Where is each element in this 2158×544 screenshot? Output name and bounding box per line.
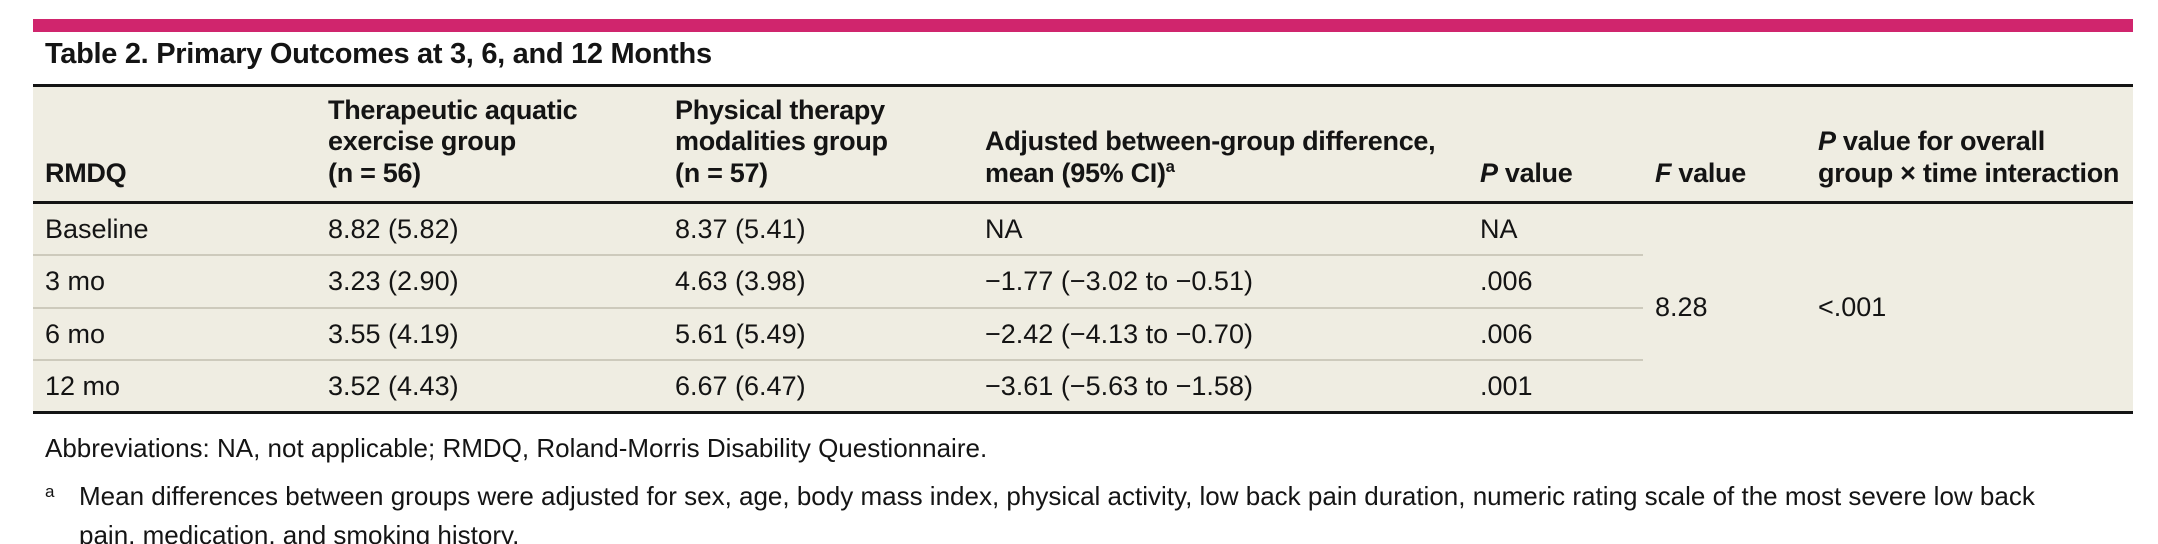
row-label: 3 mo — [33, 255, 316, 309]
cell-baseline-p-value: NA — [1468, 202, 1643, 257]
row-label: Baseline — [33, 202, 316, 257]
row-label: 6 mo — [33, 307, 316, 362]
col-header-line: (n = 56) — [328, 157, 421, 188]
cell-6mo-difference: −2.42 (−4.13 to −0.70) — [973, 307, 1468, 362]
table-container: Table 2. Primary Outcomes at 3, 6, and 1… — [33, 0, 2133, 544]
cell-6mo-aquatic: 3.55 (4.19) — [316, 307, 663, 362]
cell-f-value: 8.28 — [1655, 292, 1708, 323]
italic-p: P — [1818, 126, 1836, 157]
footnote-marker-superscript: a — [1165, 156, 1175, 176]
col-header-line-text: value for overall — [1835, 126, 2045, 157]
footnote-a-marker: a — [45, 482, 55, 502]
col-header-rmdq: RMDQ — [33, 85, 316, 204]
cell-interaction-p-value: <.001 — [1818, 292, 1887, 323]
cell-3mo-difference: −1.77 (−3.02 to −0.51) — [973, 255, 1468, 309]
table-row-6mo: 6 mo 3.55 (4.19) 5.61 (5.49) −2.42 (−4.1… — [33, 307, 2133, 362]
table-title: Table 2. Primary Outcomes at 3, 6, and 1… — [45, 38, 712, 70]
footnote-a-text: Mean differences between groups were adj… — [79, 481, 2035, 544]
cell-baseline-aquatic: 8.82 (5.82) — [316, 202, 663, 257]
col-header-line: exercise group — [328, 126, 516, 157]
cell-3mo-p-value: .006 — [1468, 255, 1643, 309]
col-header-line: Adjusted between-group difference, — [985, 126, 1436, 157]
outcomes-table: RMDQ Therapeutic aquatic exercise group … — [33, 83, 2133, 415]
col-header-line: (n = 57) — [675, 157, 768, 188]
col-header-line: Physical therapy — [675, 94, 885, 125]
col-header-line-text: value — [1497, 157, 1573, 188]
cell-baseline-difference: NA — [973, 202, 1468, 257]
cell-6mo-modalities: 5.61 (5.49) — [663, 307, 973, 362]
col-header-interaction-p: P value for overall group × time interac… — [1806, 85, 2133, 204]
col-header-p-value: P value — [1468, 85, 1643, 204]
col-header-f-value: F value — [1643, 85, 1806, 204]
cell-12mo-modalities: 6.67 (6.47) — [675, 371, 806, 401]
table-row-3mo: 3 mo 3.23 (2.90) 4.63 (3.98) −1.77 (−3.0… — [33, 255, 2133, 309]
col-header-adjusted-difference: Adjusted between-group difference, mean … — [973, 85, 1468, 204]
header-row: RMDQ Therapeutic aquatic exercise group … — [33, 85, 2133, 204]
col-header-modalities-group: Physical therapy modalities group (n = 5… — [663, 85, 973, 204]
row-label: 12 mo — [45, 371, 121, 401]
col-header-aquatic-group: Therapeutic aquatic exercise group (n = … — [316, 85, 663, 204]
abbreviations-note: Abbreviations: NA, not applicable; RMDQ,… — [45, 433, 988, 464]
table-row-12mo: 12 mo 3.52 (4.43) 6.67 (6.47) −3.61 (−5.… — [33, 360, 2133, 413]
cell-3mo-aquatic: 3.23 (2.90) — [316, 255, 663, 309]
cell-6mo-p-value: .006 — [1468, 307, 1643, 362]
cell-baseline-modalities: 8.37 (5.41) — [663, 202, 973, 257]
col-header-line-text: value — [1671, 157, 1746, 188]
cell-12mo-p-value: .001 — [1480, 371, 1533, 401]
col-header-line: Therapeutic aquatic — [328, 94, 578, 125]
accent-bar — [33, 19, 2133, 32]
italic-p: P — [1480, 157, 1498, 188]
col-header-rmdq-label: RMDQ — [45, 157, 127, 188]
italic-f: F — [1655, 157, 1672, 188]
col-header-line-text: mean (95% CI) — [985, 157, 1166, 188]
col-header-line: P value for overall — [1818, 126, 2127, 157]
table-row-baseline: Baseline 8.82 (5.82) 8.37 (5.41) NA NA 8… — [33, 202, 2133, 322]
cell-12mo-difference: −3.61 (−5.63 to −1.58) — [985, 371, 1253, 401]
cell-12mo-aquatic: 3.52 (4.43) — [328, 371, 459, 401]
col-header-line: modalities group — [675, 126, 888, 157]
col-header-line: mean (95% CI)a — [985, 158, 1462, 189]
cell-3mo-modalities: 4.63 (3.98) — [663, 255, 973, 309]
footnote-a: a Mean differences between groups were a… — [45, 477, 2133, 544]
col-header-line: group × time interaction — [1818, 157, 2120, 188]
